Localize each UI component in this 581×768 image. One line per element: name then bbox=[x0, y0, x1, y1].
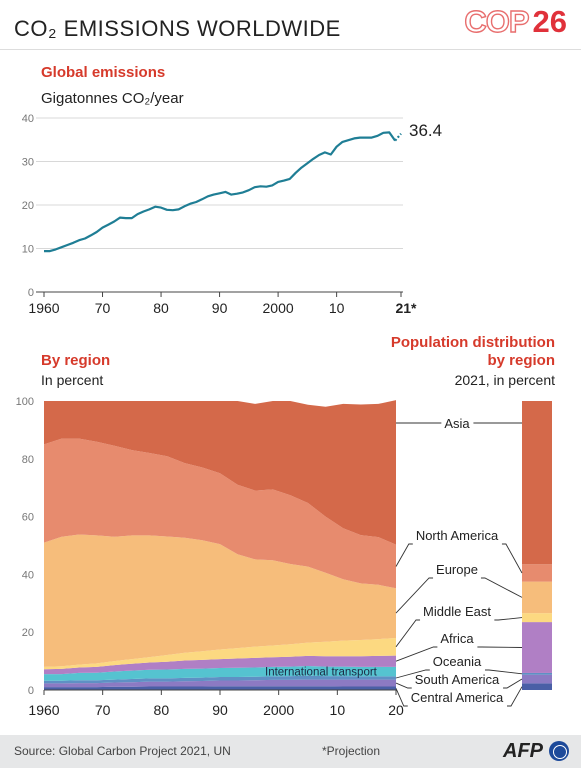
region-label-europe: Europe bbox=[436, 562, 478, 577]
area-chart-x-tick-label: 70 bbox=[95, 702, 111, 718]
connector-line bbox=[395, 688, 408, 707]
connector-line bbox=[395, 619, 421, 648]
page-title: CO₂ EMISSIONS WORLDWIDE bbox=[14, 16, 341, 41]
footer: Source: Global Carbon Project 2021, UN *… bbox=[0, 735, 581, 768]
line-chart-y-tick-label: 0 bbox=[28, 287, 34, 299]
line-chart-x-tick-label: 70 bbox=[95, 300, 111, 316]
connector-line bbox=[484, 669, 523, 675]
area-band-middle-east bbox=[44, 638, 396, 670]
population-title-line1: Population distribution bbox=[390, 334, 555, 351]
international-transport-label: International transport bbox=[265, 667, 378, 679]
area-chart-y-tick-label: 60 bbox=[22, 512, 34, 524]
global-emissions-line bbox=[44, 131, 396, 253]
by-region-unit: In percent bbox=[41, 372, 104, 388]
area-chart-y-tick-label: 40 bbox=[22, 569, 34, 581]
global-emissions-unit: Gigatonnes CO₂/year bbox=[41, 90, 184, 107]
line-chart-x-tick-label: 21* bbox=[395, 300, 417, 316]
population-bar-asia bbox=[522, 401, 552, 565]
area-chart-y-tick-label: 0 bbox=[28, 685, 34, 697]
connector-line bbox=[395, 646, 438, 662]
line-chart-x-tick-label: 1960 bbox=[28, 300, 59, 316]
area-chart-x-tick-label: 10 bbox=[330, 702, 346, 718]
region-label-africa: Africa bbox=[440, 631, 474, 646]
connector-line bbox=[395, 543, 413, 567]
by-region-title: By region bbox=[41, 352, 111, 369]
population-bar-central-america bbox=[522, 683, 552, 690]
area-chart-x-tick-label: 1960 bbox=[28, 702, 59, 718]
line-chart-x-tick-label: 90 bbox=[212, 300, 228, 316]
area-chart-y-tick-label: 100 bbox=[16, 396, 34, 408]
population-bar-oceania bbox=[522, 672, 552, 675]
projection-note: *Projection bbox=[322, 744, 381, 758]
connector-line bbox=[494, 617, 523, 621]
line-chart-y-tick-label: 20 bbox=[22, 200, 34, 212]
line-chart-y-tick-label: 10 bbox=[22, 244, 34, 256]
afp-globe-icon bbox=[549, 741, 569, 761]
area-chart-y-tick-label: 20 bbox=[22, 627, 34, 639]
area-band-europe bbox=[44, 534, 396, 667]
cop-logo-number: 26 bbox=[532, 4, 567, 39]
projection-segment bbox=[394, 132, 402, 142]
afp-logo: AFP bbox=[503, 740, 543, 762]
line-chart-y-tick-label: 40 bbox=[22, 113, 34, 125]
region-label-north-america: North America bbox=[416, 528, 499, 543]
source-note: Source: Global Carbon Project 2021, UN bbox=[14, 744, 231, 758]
global-emissions-title: Global emissions bbox=[41, 64, 166, 81]
area-band-south-america bbox=[44, 679, 396, 688]
cop-logo-word: COP bbox=[464, 3, 531, 39]
cop26-logo: COP 26 bbox=[464, 3, 567, 40]
line-chart-x-tick-label: 80 bbox=[153, 300, 169, 316]
population-bar-south-america bbox=[522, 674, 552, 684]
region-label-middle-east: Middle East bbox=[423, 604, 491, 619]
area-band-asia bbox=[44, 400, 396, 545]
area-band-central-america bbox=[44, 686, 396, 690]
line-chart-x-tick-label: 2000 bbox=[263, 300, 294, 316]
connector-line bbox=[501, 543, 523, 574]
area-band-africa bbox=[44, 655, 396, 675]
population-bar-north-america bbox=[522, 564, 552, 582]
area-band-north-america bbox=[44, 438, 396, 589]
population-title-line2: by region bbox=[487, 352, 555, 369]
connector-line bbox=[395, 577, 434, 614]
population-bar-europe bbox=[522, 581, 552, 614]
area-band-international-transport bbox=[44, 666, 396, 681]
area-chart-x-tick-label: 90 bbox=[212, 702, 228, 718]
area-band-oceania bbox=[44, 675, 396, 684]
population-bar-africa bbox=[522, 622, 552, 673]
connector-line bbox=[395, 682, 412, 689]
area-chart-x-tick-label: 80 bbox=[154, 702, 170, 718]
connector-line bbox=[477, 646, 523, 648]
area-chart-y-tick-label: 80 bbox=[22, 454, 34, 466]
end-value-label: 36.4 bbox=[409, 121, 442, 140]
connector-line bbox=[480, 577, 523, 598]
area-chart-x-tick-label: 2000 bbox=[263, 702, 294, 718]
region-label-oceania: Oceania bbox=[433, 654, 482, 669]
population-bar-middle-east bbox=[522, 613, 552, 623]
connector-line bbox=[395, 669, 430, 679]
line-chart-y-tick-label: 30 bbox=[22, 157, 34, 169]
area-chart-x-tick-label: 20 bbox=[388, 702, 404, 718]
line-chart-x-tick-label: 10 bbox=[329, 300, 345, 316]
region-label-south-america: South America bbox=[415, 672, 500, 687]
region-label-central-america: Central America bbox=[411, 690, 504, 705]
header-bar: CO₂ EMISSIONS WORLDWIDE COP 26 bbox=[0, 0, 581, 50]
connector-line bbox=[507, 686, 523, 707]
connector-line bbox=[503, 678, 523, 689]
population-unit: 2021, in percent bbox=[454, 372, 555, 388]
region-label-asia: Asia bbox=[444, 416, 470, 431]
